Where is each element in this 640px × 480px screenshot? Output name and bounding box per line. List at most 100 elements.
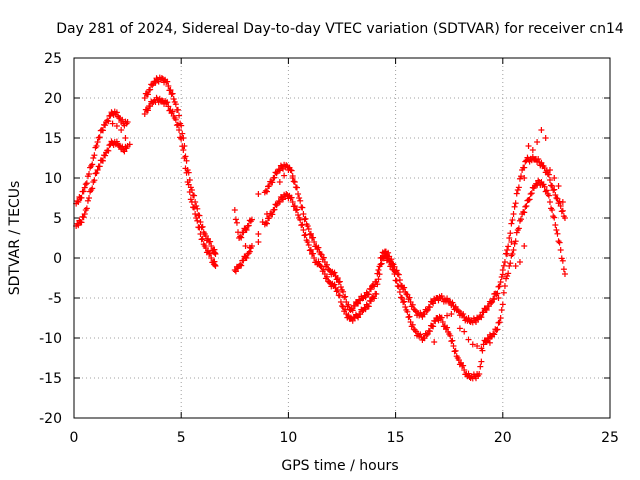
data-point-lower (426, 328, 433, 335)
data-point-lower (345, 312, 352, 319)
data-point-lower (165, 103, 172, 110)
data-point-lower (391, 271, 398, 277)
data-point-upper (409, 301, 416, 308)
x-axis-label: GPS time / hours (281, 458, 398, 474)
data-point-lower (299, 221, 306, 228)
data-point-lower (409, 321, 416, 328)
data-point-extra (525, 143, 532, 149)
data-point-lower (180, 147, 187, 153)
data-point-lower (461, 367, 468, 373)
data-point-upper (245, 222, 252, 229)
data-point-lower (304, 239, 311, 245)
data-point-lower (355, 314, 362, 321)
data-point-lower (300, 227, 307, 233)
y-tick-label: 5 (53, 211, 62, 227)
data-point-extra (508, 239, 515, 245)
data-point-extra (504, 251, 511, 257)
data-point-upper (367, 286, 374, 293)
data-point-upper (93, 143, 100, 149)
data-point-upper (483, 307, 490, 313)
data-point-extra (529, 147, 536, 153)
data-point-extra (486, 339, 493, 346)
data-point-extra (555, 183, 562, 189)
data-point-upper (255, 191, 262, 197)
data-point-upper (551, 186, 558, 193)
data-point-extra (546, 167, 553, 173)
data-point-lower (449, 337, 456, 344)
x-tick-label: 5 (177, 430, 186, 446)
data-point-upper (426, 304, 433, 311)
data-point-extra (534, 139, 541, 145)
data-point-upper (170, 96, 177, 102)
data-point-upper (375, 267, 382, 273)
data-point-lower (269, 211, 276, 218)
data-point-lower (518, 216, 525, 223)
data-point-upper (507, 230, 514, 237)
data-point-lower (512, 238, 519, 245)
data-point-upper (365, 291, 372, 298)
data-point-lower (302, 231, 309, 238)
data-point-lower (393, 277, 400, 284)
data-point-lower (78, 219, 85, 226)
data-point-lower (81, 211, 88, 217)
data-point-upper (518, 173, 525, 180)
data-point-upper (449, 299, 456, 306)
data-point-lower (522, 203, 529, 210)
data-point-upper (488, 300, 495, 306)
data-point-upper (288, 167, 295, 174)
data-point-lower (432, 318, 439, 325)
data-point-lower (188, 199, 195, 205)
data-point-upper (515, 184, 522, 191)
data-point-extra (431, 339, 438, 345)
data-point-upper (501, 259, 508, 265)
data-point-lower (484, 335, 491, 341)
data-point-lower (323, 273, 330, 280)
data-point-extra (246, 248, 253, 255)
data-point-upper (311, 239, 318, 245)
data-point-lower (208, 255, 215, 261)
data-point-lower (120, 147, 127, 153)
data-point-lower (513, 229, 520, 236)
data-point-upper (401, 284, 408, 291)
data-point-lower (551, 214, 558, 221)
data-point-upper (269, 179, 276, 186)
data-point-upper (482, 306, 489, 313)
data-point-upper (144, 91, 151, 98)
data-point-upper (423, 308, 430, 314)
data-point-lower (237, 261, 244, 268)
y-axis-label: SDTVAR / TECUs (7, 181, 23, 296)
data-point-upper (262, 187, 269, 194)
data-point-lower (376, 271, 383, 278)
data-point-upper (231, 207, 238, 213)
data-point-upper (232, 216, 239, 223)
data-point-lower (521, 209, 528, 216)
data-point-extra (559, 199, 566, 205)
data-point-upper (80, 188, 87, 195)
data-point-upper (516, 175, 523, 182)
data-point-upper (99, 127, 106, 134)
data-point-upper (277, 162, 284, 169)
data-point-upper (326, 267, 333, 273)
data-point-lower (297, 216, 304, 223)
data-point-upper (191, 192, 198, 199)
data-point-lower (559, 257, 566, 264)
data-point-lower (500, 289, 507, 296)
x-tick-label: 20 (494, 430, 512, 446)
y-tick-label: 25 (44, 51, 62, 67)
data-point-lower (83, 205, 90, 212)
data-point-upper (89, 161, 96, 168)
data-point-lower (523, 203, 530, 209)
data-point-upper (460, 311, 467, 317)
data-point-upper (102, 122, 109, 129)
data-point-lower (388, 261, 395, 268)
data-point-upper (266, 183, 273, 189)
data-point-lower (193, 215, 200, 221)
data-point-lower (342, 306, 349, 313)
data-point-lower (406, 313, 413, 320)
data-point-upper (535, 156, 542, 162)
data-point-upper (513, 190, 520, 197)
data-point-upper (336, 278, 343, 285)
data-point-upper (505, 243, 512, 250)
data-point-upper (509, 217, 516, 223)
data-point-lower (402, 304, 409, 310)
